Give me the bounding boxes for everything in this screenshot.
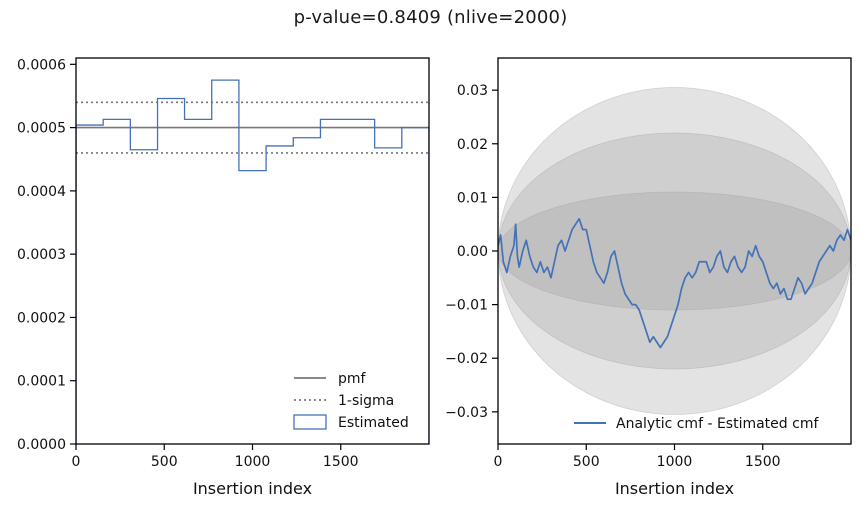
legend-estimated-label: Estimated — [338, 415, 409, 431]
left-panel: 0 500 1000 1500 0.0000 0.0001 0.0002 0.0003 0.00… — [17, 57, 430, 498]
right-xtick-label: 500 — [573, 454, 600, 470]
left-xtick-label: 1000 — [235, 454, 271, 470]
figure-title: p-value=0.8409 (nlive=2000) — [293, 7, 568, 28]
right-ytick-label: −0.01 — [445, 298, 488, 314]
right-xtick-label: 1500 — [745, 454, 781, 470]
left-ytick-label: 0.0000 — [17, 437, 66, 453]
legend-sigma-label: 1-sigma — [338, 393, 394, 409]
right-ytick-label: 0.00 — [457, 244, 488, 260]
right-panel: 0 500 1000 1500 −0.03 −0.02 −0.01 0.00 0.01 0.02 0… — [445, 57, 852, 498]
left-legend: pmf 1-sigma Estimated — [293, 371, 409, 431]
legend-estimated-swatch — [293, 414, 327, 430]
left-xtick-label: 1500 — [323, 454, 359, 470]
left-xtick-label: 0 — [72, 454, 81, 470]
left-ytick-label: 0.0002 — [17, 310, 66, 326]
right-axes-frame — [497, 57, 852, 445]
right-plot-area — [498, 87, 851, 415]
left-ytick-label: 0.0001 — [17, 374, 66, 390]
right-ytick-label: 0.02 — [457, 137, 488, 153]
right-ytick-label: −0.03 — [445, 405, 488, 421]
left-ytick-label: 0.0006 — [17, 57, 66, 73]
estimated-histogram — [76, 79, 429, 444]
legend-cmf-label: Analytic cmf - Estimated cmf — [616, 416, 819, 432]
sigma-band-3 — [498, 87, 851, 415]
right-legend: Analytic cmf - Estimated cmf — [574, 416, 819, 432]
left-xlabel: Insertion index — [193, 479, 312, 498]
sigma-band-1 — [498, 191, 851, 311]
legend-pmf-label: pmf — [338, 371, 367, 387]
left-plot-area — [76, 79, 429, 444]
right-ytick-label: −0.02 — [445, 351, 488, 367]
right-ytick-label: 0.01 — [457, 190, 488, 206]
left-ytick-label: 0.0003 — [17, 247, 66, 263]
left-xtick-label: 500 — [151, 454, 178, 470]
right-xtick-label: 0 — [494, 454, 503, 470]
right-ytick-label: 0.03 — [457, 83, 488, 99]
right-xtick-label: 1000 — [657, 454, 693, 470]
sigma-band-2 — [498, 132, 851, 370]
right-xlabel: Insertion index — [615, 479, 734, 498]
cmf-difference-line — [498, 217, 851, 349]
left-axes-frame — [75, 57, 430, 445]
left-ytick-label: 0.0004 — [17, 184, 66, 200]
left-ytick-label: 0.0005 — [17, 121, 66, 137]
